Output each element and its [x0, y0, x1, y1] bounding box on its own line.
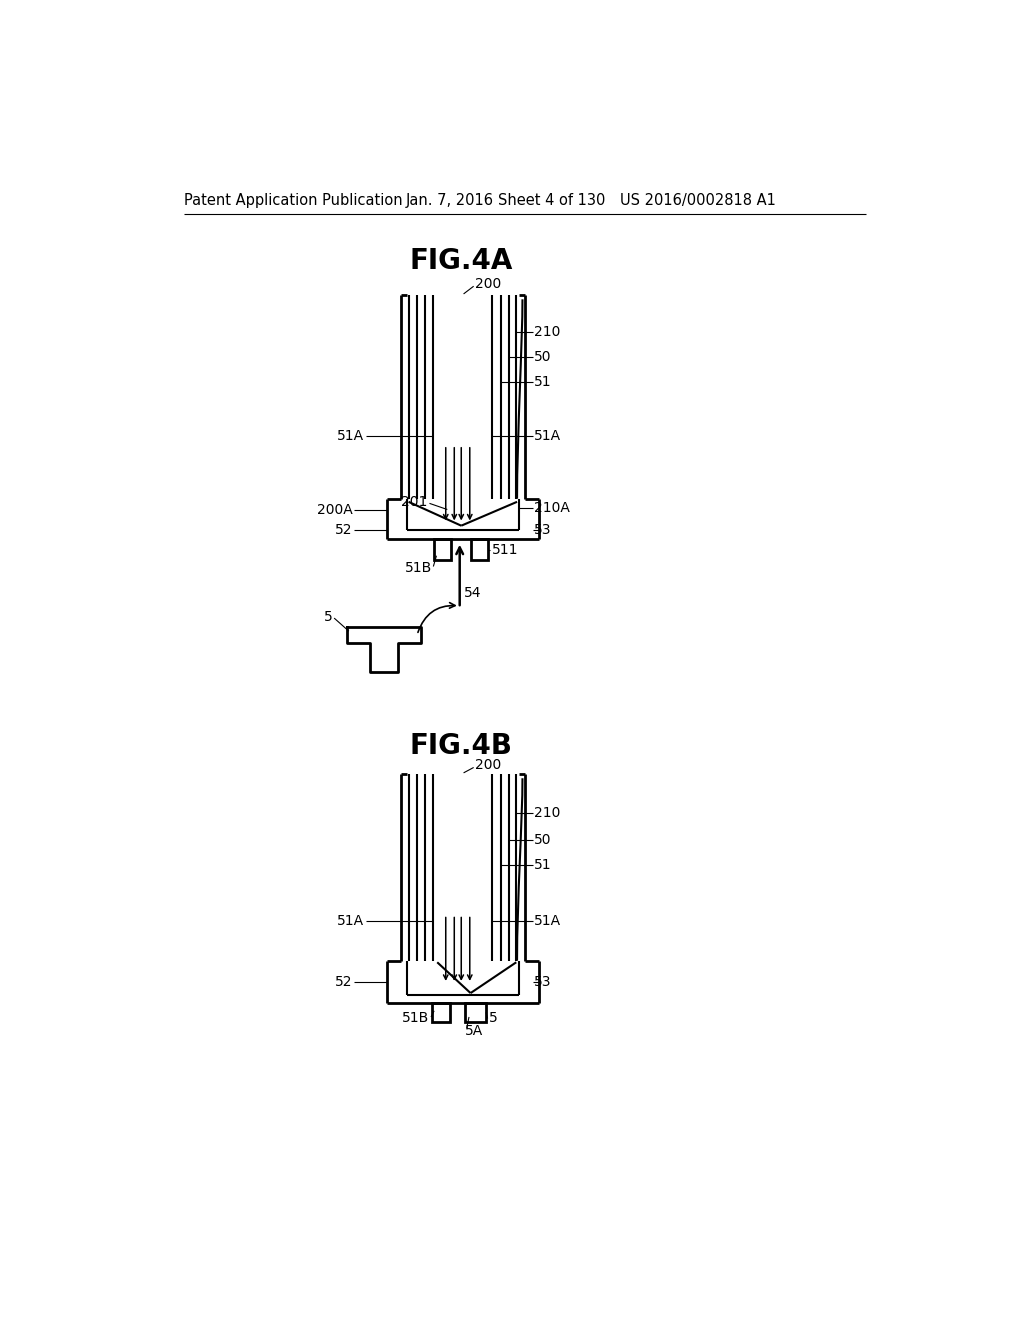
Text: 54: 54: [464, 586, 482, 599]
Bar: [465, 1003, 486, 1022]
Text: 51: 51: [535, 858, 552, 873]
Text: Jan. 7, 2016: Jan. 7, 2016: [406, 193, 494, 209]
Text: 5A: 5A: [465, 1024, 483, 1038]
Text: 51B: 51B: [402, 1011, 429, 1026]
Text: 51B: 51B: [404, 561, 432, 576]
Text: 210: 210: [535, 807, 560, 820]
Text: 200: 200: [475, 758, 502, 772]
Text: 51A: 51A: [535, 913, 561, 928]
Text: 511: 511: [492, 543, 518, 557]
Text: 200: 200: [475, 277, 502, 290]
Text: 210: 210: [535, 325, 560, 339]
Text: 52: 52: [335, 523, 352, 536]
Text: US 2016/0002818 A1: US 2016/0002818 A1: [621, 193, 776, 209]
Text: 53: 53: [535, 523, 552, 536]
Text: 201: 201: [400, 495, 427, 508]
Text: Sheet 4 of 130: Sheet 4 of 130: [499, 193, 606, 209]
Text: FIG.4B: FIG.4B: [410, 731, 513, 760]
Bar: [432, 1003, 451, 1022]
Text: 53: 53: [535, 975, 552, 989]
Text: 50: 50: [535, 350, 552, 364]
Text: 51: 51: [535, 375, 552, 388]
Text: 5: 5: [324, 610, 333, 623]
Text: 51A: 51A: [337, 913, 365, 928]
Bar: [434, 539, 452, 560]
Text: 50: 50: [535, 833, 552, 847]
Text: 52: 52: [335, 975, 352, 989]
Text: FIG.4A: FIG.4A: [410, 247, 513, 275]
Text: 5: 5: [489, 1011, 498, 1026]
Text: 200A: 200A: [317, 503, 352, 517]
Text: 51A: 51A: [337, 429, 365, 442]
Bar: [471, 539, 488, 560]
Text: Patent Application Publication: Patent Application Publication: [183, 193, 402, 209]
Text: 210A: 210A: [535, 502, 570, 515]
Text: 51A: 51A: [535, 429, 561, 442]
